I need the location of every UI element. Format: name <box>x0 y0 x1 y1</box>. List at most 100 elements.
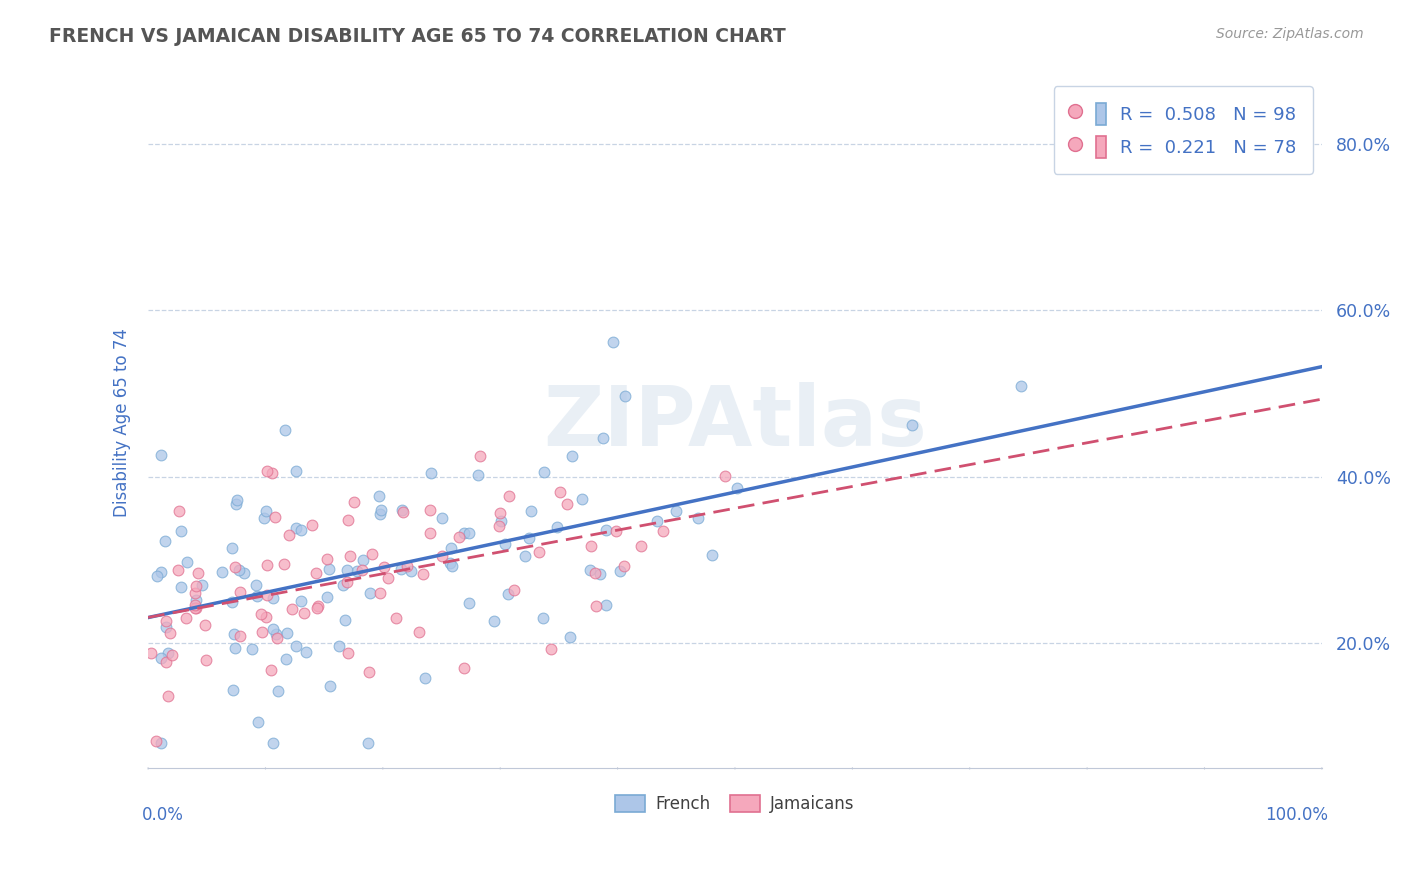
Point <box>149 448 172 462</box>
Point <box>160 648 183 662</box>
Text: 100.0%: 100.0% <box>1265 805 1327 823</box>
Point <box>278 527 301 541</box>
Point <box>256 588 278 602</box>
Point <box>224 627 246 641</box>
Point <box>183 598 205 612</box>
Point <box>613 389 636 403</box>
Point <box>1010 379 1032 393</box>
Point <box>360 547 382 561</box>
Point <box>494 537 516 551</box>
Point <box>187 566 209 580</box>
Point <box>264 509 287 524</box>
Point <box>453 526 475 541</box>
Point <box>254 504 277 518</box>
Point <box>228 629 250 643</box>
Point <box>592 431 614 445</box>
Point <box>346 565 368 579</box>
Point <box>318 561 340 575</box>
Point <box>222 682 245 697</box>
Point <box>605 524 627 538</box>
Point <box>337 646 360 660</box>
Text: FRENCH VS JAMAICAN DISABILITY AGE 65 TO 74 CORRELATION CHART: FRENCH VS JAMAICAN DISABILITY AGE 65 TO … <box>49 27 786 45</box>
Point <box>295 645 318 659</box>
Point <box>332 578 354 592</box>
Point <box>245 578 267 592</box>
Point <box>167 563 190 577</box>
Point <box>249 607 271 622</box>
Point <box>352 553 374 567</box>
Point <box>319 679 342 693</box>
Point <box>399 564 422 578</box>
Point <box>602 334 624 349</box>
Point <box>335 613 357 627</box>
Point <box>589 566 612 581</box>
Point <box>546 519 568 533</box>
Point <box>256 558 278 573</box>
Point <box>267 684 290 698</box>
Point <box>343 495 366 509</box>
Point <box>284 640 307 654</box>
Point <box>155 655 177 669</box>
Point <box>193 618 215 632</box>
Point <box>256 464 278 478</box>
Point <box>357 736 380 750</box>
Point <box>408 624 430 639</box>
Point <box>458 525 481 540</box>
Point <box>316 552 339 566</box>
Point <box>373 559 395 574</box>
Point <box>149 736 172 750</box>
Point <box>307 599 329 613</box>
Point <box>384 610 406 624</box>
Point <box>301 517 323 532</box>
Point <box>266 631 288 645</box>
Point <box>533 465 555 479</box>
Point <box>453 661 475 675</box>
Point <box>585 599 607 614</box>
Point <box>184 601 207 615</box>
Point <box>531 611 554 625</box>
Point <box>273 557 295 571</box>
Point <box>458 597 481 611</box>
Point <box>630 539 652 553</box>
Point <box>391 562 413 576</box>
Point <box>430 511 453 525</box>
Text: Source: ZipAtlas.com: Source: ZipAtlas.com <box>1216 27 1364 41</box>
Point <box>359 586 381 600</box>
Point <box>571 491 593 506</box>
Point <box>170 580 193 594</box>
Point <box>233 566 256 580</box>
Point <box>176 555 198 569</box>
Point <box>260 466 283 480</box>
Point <box>368 585 391 599</box>
Point <box>502 582 524 597</box>
Text: ZIPAtlas: ZIPAtlas <box>543 382 927 463</box>
Point <box>561 449 583 463</box>
Point <box>155 614 177 628</box>
Point <box>146 569 169 583</box>
Point <box>305 566 328 580</box>
Point <box>688 511 710 525</box>
Point <box>186 600 208 615</box>
Point <box>153 533 176 548</box>
Point <box>141 646 163 660</box>
Point <box>264 626 287 640</box>
Point <box>430 549 453 563</box>
Point <box>285 521 308 535</box>
Point <box>579 539 602 553</box>
Point <box>609 564 631 578</box>
Point <box>540 642 562 657</box>
Point <box>412 566 434 581</box>
Point <box>392 505 415 519</box>
Point <box>377 571 399 585</box>
Point <box>174 611 197 625</box>
Point <box>441 559 464 574</box>
Point <box>467 468 489 483</box>
Point <box>555 497 578 511</box>
Legend: French, Jamaicans: French, Jamaicans <box>607 787 863 822</box>
Point <box>276 625 298 640</box>
Point <box>439 541 461 555</box>
Point <box>482 614 505 628</box>
Point <box>578 563 600 577</box>
Point <box>513 549 536 563</box>
Point <box>157 690 180 704</box>
